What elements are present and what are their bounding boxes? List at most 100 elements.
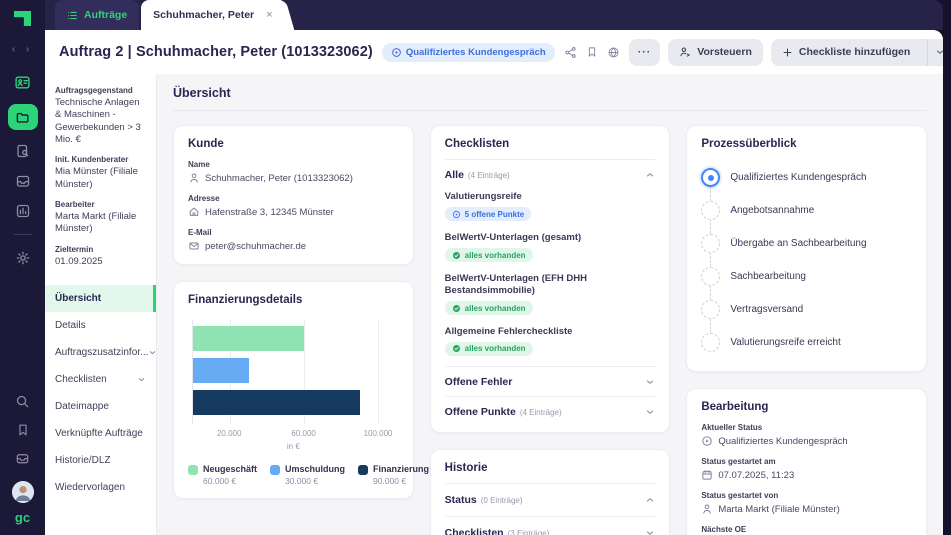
nav-label: Wiedervorlagen: [55, 482, 125, 493]
legend-item: Neugeschäft 60.000 €: [188, 464, 257, 486]
chevron-down-icon: [645, 407, 655, 417]
x-axis-label: in €: [188, 442, 399, 451]
step-label: Valutierungsreife erreicht: [730, 337, 840, 348]
settings-gear-icon[interactable]: [15, 250, 31, 266]
add-checklist-button[interactable]: Checkliste hinzufügen: [771, 39, 943, 66]
bookmark-icon[interactable]: [16, 423, 30, 437]
globe-icon[interactable]: [607, 46, 620, 59]
rail-divider: [14, 234, 32, 235]
gestartet-am-value: 07.07.2025, 11:23: [718, 470, 794, 481]
bar-umschuldung: [193, 358, 249, 383]
process-step: Valutierungsreife erreicht: [701, 326, 912, 359]
field-label: Adresse: [188, 194, 399, 203]
analytics-icon[interactable]: [15, 203, 31, 219]
sidebar-item-auftragszusatzinfo[interactable]: Auftragszusatzinfor...: [45, 339, 156, 366]
context-value: 01.09.2025: [55, 256, 146, 268]
chevron-down-icon: [137, 375, 146, 384]
person-icon: [701, 503, 713, 515]
kunde-email: peter@schuhmacher.de: [205, 241, 306, 252]
sidebar-item-checklisten[interactable]: Checklisten: [45, 366, 156, 393]
legend-label: Umschuldung: [285, 464, 345, 474]
checklist-item[interactable]: BelWertV-Unterlagen (gesamt) alles vorha…: [445, 232, 656, 265]
badge-label: alles vorhanden: [465, 304, 526, 313]
status-badge-label: Qualifiziertes Kundengespräch: [406, 47, 546, 58]
section-offene-punkte[interactable]: Offene Punkte (4 Einträge): [445, 397, 656, 420]
open-points-badge: 5 offene Punkte: [445, 207, 532, 221]
more-button[interactable]: ···: [629, 39, 661, 66]
sidebar-item-uebersicht[interactable]: Übersicht: [45, 285, 156, 312]
sidebar-item-historie-dlz[interactable]: Historie/DLZ: [45, 447, 156, 474]
row-label: Checklisten: [445, 527, 504, 535]
legend-swatch: [188, 465, 198, 475]
badge-label: alles vorhanden: [465, 251, 526, 260]
play-circle-icon: [701, 435, 713, 447]
checklist-item[interactable]: Allgemeine Fehlercheckliste alles vorhan…: [445, 326, 656, 359]
calendar-icon: [701, 469, 713, 481]
legend-value: 60.000 €: [203, 476, 257, 486]
home-icon: [188, 206, 200, 218]
legend-swatch: [270, 465, 280, 475]
vorsteuern-button[interactable]: Vorsteuern: [668, 39, 763, 66]
section-alle[interactable]: Alle (4 Einträge): [445, 160, 656, 186]
sidebar-item-details[interactable]: Details: [45, 312, 156, 339]
share-icon[interactable]: [564, 46, 577, 59]
tab-schuhmacher[interactable]: Schuhmacher, Peter ×: [141, 0, 280, 30]
process-step: Qualifiziertes Kundengespräch: [701, 161, 912, 194]
process-step: Angebotsannahme: [701, 194, 912, 227]
document-search-icon[interactable]: [15, 143, 31, 159]
sidebar-item-verknuepfte-auftraege[interactable]: Verknüpfte Aufträge: [45, 420, 156, 447]
checklist-name: Valutierungsreife: [445, 191, 656, 203]
list-icon: [67, 10, 78, 21]
folder-icon: [15, 110, 30, 125]
person-arrow-icon: [679, 46, 691, 58]
field-label: Status gestartet von: [701, 491, 912, 500]
tab-close-icon[interactable]: ×: [262, 9, 276, 21]
card-title: Bearbeitung: [701, 401, 912, 413]
checklist-name: BelWertV-Unterlagen (gesamt): [445, 232, 656, 244]
checklist-item[interactable]: Valutierungsreife 5 offene Punkte: [445, 191, 656, 224]
checklist-name: BelWertV-Unterlagen (EFH DHH Bestandsimm…: [445, 273, 656, 297]
x-axis: 20.000 60.000 100.000: [192, 429, 397, 440]
nav-label: Verknüpfte Aufträge: [55, 428, 143, 439]
chevron-down-icon: [935, 47, 943, 57]
orders-folder-tab[interactable]: [8, 104, 38, 130]
x-tick: 60.000: [291, 429, 315, 438]
status-badge: Qualifiziertes Kundengespräch: [382, 43, 555, 62]
page-heading: Übersicht: [173, 86, 927, 111]
legend-label: Finanzierung: [373, 464, 429, 474]
field-label: Aktueller Status: [701, 423, 912, 432]
add-checklist-dropdown[interactable]: [927, 39, 943, 66]
kunde-name: Schuhmacher, Peter (1013323062): [205, 173, 353, 184]
bearbeitung-card: Bearbeitung Aktueller Status Qualifizier…: [686, 388, 927, 535]
historie-checklisten-row[interactable]: Checklisten (3 Einträge): [445, 517, 656, 535]
step-label: Sachbearbeitung: [730, 271, 806, 282]
x-tick: 20.000: [217, 429, 241, 438]
bookmark-order-icon[interactable]: [586, 46, 598, 58]
contacts-icon[interactable]: [14, 74, 31, 91]
step-label: Übergabe an Sachbearbeitung: [730, 238, 866, 249]
process-step: Vertragsversand: [701, 293, 912, 326]
prozessueberblick-card: Prozessüberblick Qualifiziertes Kundenge…: [686, 125, 927, 372]
search-icon[interactable]: [15, 394, 30, 409]
step-label: Qualifiziertes Kundengespräch: [730, 172, 866, 183]
tray-icon[interactable]: [15, 173, 31, 189]
section-offene-fehler[interactable]: Offene Fehler: [445, 367, 656, 393]
sidebar-item-dateimappe[interactable]: Dateimappe: [45, 393, 156, 420]
section-count: (4 Einträge): [520, 408, 562, 417]
field-label: Nächste OE: [701, 525, 912, 534]
historie-status-row[interactable]: Status (0 Einträge): [445, 484, 656, 517]
checklist-item[interactable]: BelWertV-Unterlagen (EFH DHH Bestandsimm…: [445, 273, 656, 318]
tab-auftraege[interactable]: Aufträge: [55, 0, 139, 30]
row-label: Status: [445, 494, 477, 506]
field-label: Status gestartet am: [701, 457, 912, 466]
user-avatar[interactable]: [12, 481, 34, 503]
inbox-icon[interactable]: [15, 451, 30, 466]
chart-legend: Neugeschäft 60.000 € Umschuldung 30.000 …: [188, 464, 399, 486]
nav-label: Historie/DLZ: [55, 455, 111, 466]
collapse-rail-button[interactable]: ‹ ›: [12, 44, 33, 55]
legend-label: Neugeschäft: [203, 464, 257, 474]
tab-auftraege-label: Aufträge: [84, 9, 127, 21]
tab-strip: Aufträge Schuhmacher, Peter ×: [45, 0, 943, 30]
nav-label: Dateimappe: [55, 401, 109, 412]
sidebar-item-wiedervorlagen[interactable]: Wiedervorlagen: [45, 474, 156, 501]
